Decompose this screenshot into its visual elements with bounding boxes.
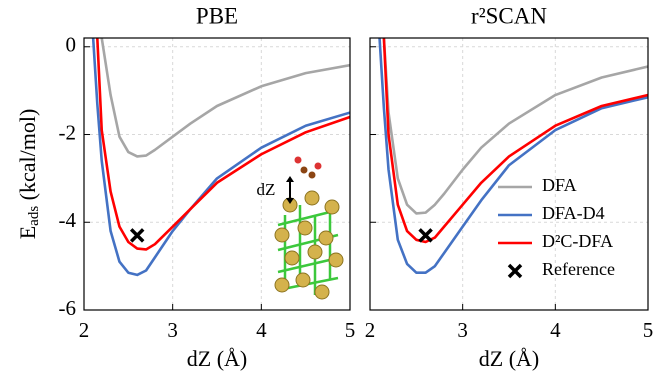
- x-tick-label: 4: [550, 318, 561, 342]
- x-axis-label: dZ (Å): [479, 346, 539, 371]
- y-axis-label: Eads (kcal/mol): [15, 109, 42, 240]
- x-tick-label: 2: [365, 318, 376, 342]
- y-axis-label-part: ads: [26, 206, 42, 226]
- x-tick-label: 5: [345, 318, 356, 342]
- legend-label: DFA-D4: [542, 203, 605, 223]
- panel-title: PBE: [196, 3, 238, 28]
- y-tick-label: -2: [59, 120, 77, 144]
- x-axis-label: dZ (Å): [187, 346, 247, 371]
- x-tick-label: 4: [256, 318, 267, 342]
- panel: 2 3 4 5 r²SCAN dZ (Å) DFA DFA-D4 D²C-DFA Referenc…: [365, 3, 654, 371]
- y-axis-label-part: E: [15, 226, 40, 239]
- y-tick-label: 0: [66, 33, 77, 57]
- legend-label: DFA: [542, 175, 577, 195]
- x-tick-label: 5: [643, 318, 654, 342]
- chart: 2 3 4 5 -6 -4 -2 0 PBE dZ (Å) Eads (kcal/mol) dZ 2 3…: [0, 0, 667, 379]
- panel-title: r²SCAN: [471, 3, 547, 28]
- x-tick-label: 3: [167, 318, 178, 342]
- legend-label: D²C-DFA: [542, 231, 613, 251]
- legend-label: Reference: [542, 259, 615, 279]
- inset-label: dZ: [257, 180, 276, 199]
- panel: 2 3 4 5 -6 -4 -2 0 PBE dZ (Å) Eads (kcal/mol): [15, 3, 355, 371]
- x-tick-label: 3: [457, 318, 468, 342]
- y-axis-label-part: (kcal/mol): [15, 109, 40, 206]
- x-tick-label: 2: [79, 318, 90, 342]
- y-tick-label: -4: [59, 208, 77, 232]
- y-tick-label: -6: [59, 296, 77, 320]
